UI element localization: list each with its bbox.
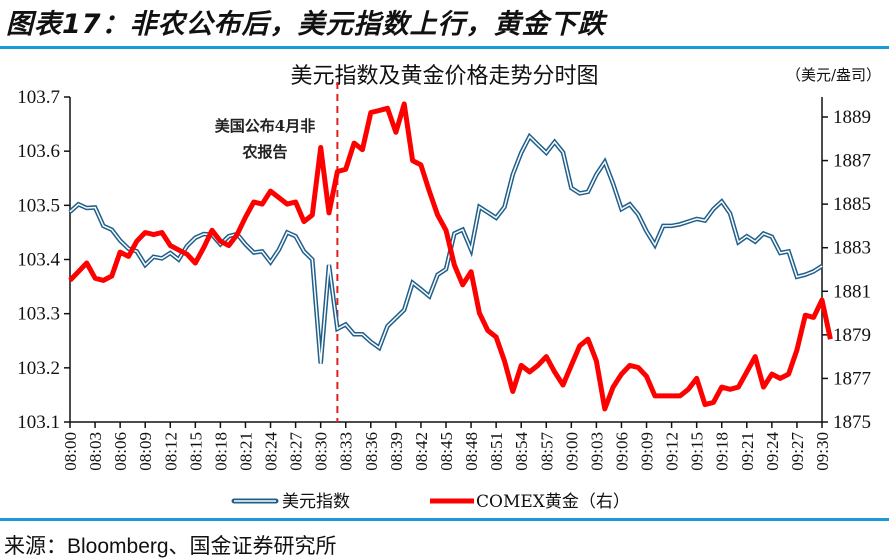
top-divider <box>0 46 889 49</box>
right-tick-label: 1883 <box>833 238 871 259</box>
annotation-line-1: 美国公布4月非 <box>215 117 315 135</box>
x-tick-label: 08:54 <box>512 432 531 471</box>
annotation-line-2: 农报告 <box>241 143 287 161</box>
left-tick-label: 103.1 <box>17 412 60 433</box>
nfp-annotation: 美国公布4月非 农报告 <box>215 82 339 422</box>
bottom-divider <box>0 518 889 521</box>
x-tick-label: 09:03 <box>587 432 606 471</box>
x-tick-label: 08:12 <box>161 432 180 471</box>
x-tick-label: 08:15 <box>186 432 205 471</box>
right-tick-label: 1881 <box>833 281 871 302</box>
x-tick-label: 08:30 <box>312 432 331 471</box>
x-tick-label: 09:12 <box>663 432 682 471</box>
comex-gold-line <box>68 101 833 412</box>
x-tick-label: 09:00 <box>562 432 581 471</box>
right-tick-label: 1887 <box>833 151 871 172</box>
left-tick-label: 103.7 <box>17 87 60 108</box>
x-tick-label: 08:33 <box>337 432 356 471</box>
x-tick-label: 09:18 <box>713 432 732 471</box>
axes: 103.1 103.2 103.3 103.4 103.5 103.6 103.7 1875 1… <box>17 87 871 471</box>
x-tick-label: 08:03 <box>86 432 105 471</box>
legend-gold-label: COMEX黄金（右） <box>476 492 630 512</box>
right-tick-label: 1885 <box>833 194 871 215</box>
x-tick-label: 08:45 <box>437 432 456 471</box>
legend: 美元指数 COMEX黄金（右） <box>231 492 630 512</box>
x-tick-label: 08:24 <box>262 432 281 471</box>
x-tick-label: 08:21 <box>236 432 255 471</box>
unit-label: （美元/盎司） <box>785 66 881 84</box>
x-tick-label: 09:21 <box>738 432 757 471</box>
x-tick-label: 08:09 <box>136 432 155 471</box>
x-tick-label: 08:51 <box>487 432 506 471</box>
x-tick-label: 08:18 <box>211 432 230 471</box>
left-tick-label: 103.6 <box>17 141 60 162</box>
x-tick-label: 08:48 <box>462 432 481 471</box>
legend-usd-label: 美元指数 <box>282 492 350 512</box>
left-tick-label: 103.5 <box>17 195 60 216</box>
x-tick-label: 09:27 <box>788 432 807 471</box>
x-tick-label: 08:57 <box>537 432 556 471</box>
chart-title: 美元指数及黄金价格走势分时图 <box>290 64 599 89</box>
x-tick-label: 09:30 <box>813 432 832 471</box>
x-tick-label: 08:27 <box>287 432 306 471</box>
left-tick-label: 103.4 <box>17 250 60 271</box>
right-tick-label: 1879 <box>833 325 871 346</box>
right-tick-label: 1875 <box>833 412 871 433</box>
x-tick-label: 08:36 <box>362 432 381 471</box>
series-usd-index <box>68 132 824 364</box>
legend-item-gold: COMEX黄金（右） <box>430 492 630 512</box>
figure-title: 图表17：非农公布后，美元指数上行，黄金下跌 <box>6 9 606 40</box>
x-tick-label: 09:09 <box>638 432 657 471</box>
left-tick-label: 103.2 <box>17 358 60 379</box>
source-note: 来源：Bloomberg、国金证券研究所 <box>4 535 337 558</box>
right-tick-label: 1889 <box>833 107 871 128</box>
x-tick-label: 09:15 <box>688 432 707 471</box>
x-tick-label: 09:24 <box>763 432 782 471</box>
x-tick-label: 08:06 <box>111 432 130 471</box>
x-tick-label: 08:39 <box>387 432 406 471</box>
left-tick-label: 103.3 <box>17 304 60 325</box>
x-tick-label: 08:42 <box>412 432 431 471</box>
x-tick-label: 08:00 <box>61 432 80 471</box>
series-comex-gold <box>68 101 833 412</box>
right-tick-label: 1877 <box>833 368 871 389</box>
legend-item-usd: 美元指数 <box>231 492 350 512</box>
x-tick-label: 09:06 <box>612 432 631 471</box>
